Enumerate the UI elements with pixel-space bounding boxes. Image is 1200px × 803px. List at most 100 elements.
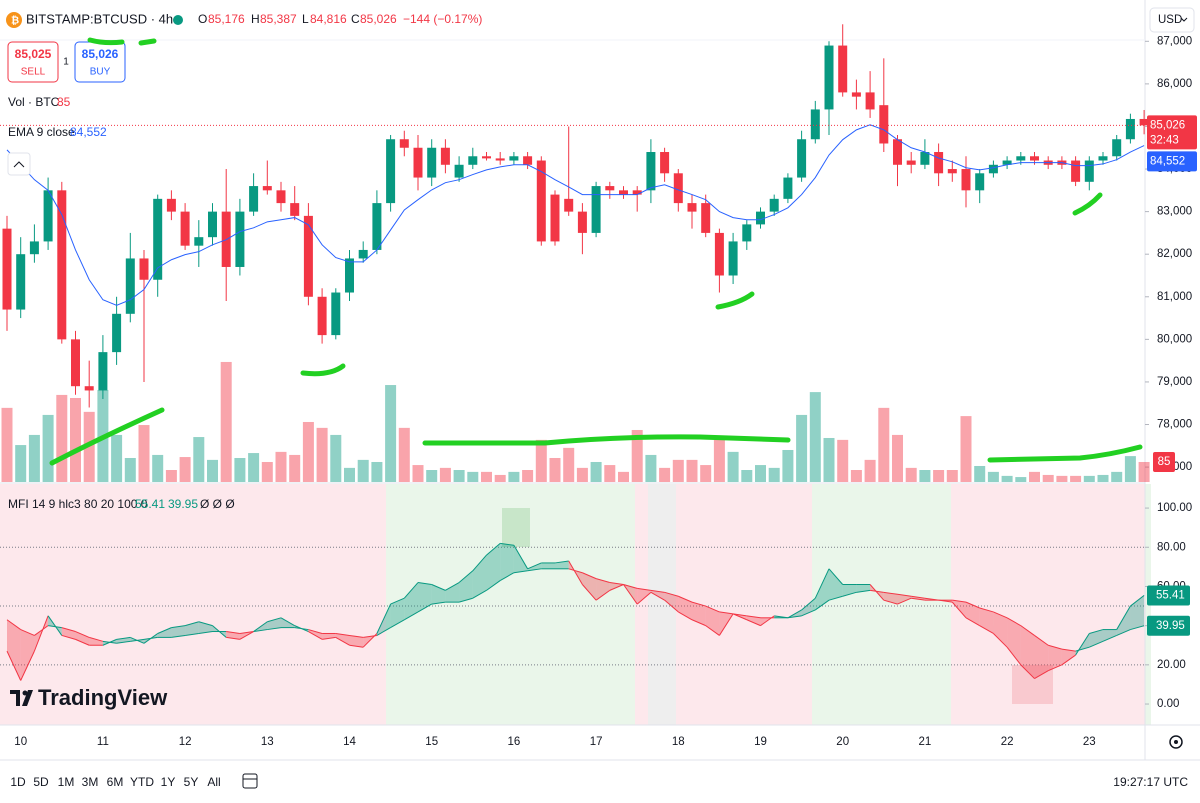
x-tick-label: 17 <box>590 736 603 748</box>
change: −144 (−0.17%) <box>403 12 482 26</box>
mfi-fill <box>445 582 460 603</box>
candle-body <box>728 241 738 276</box>
volume-bar <box>193 437 205 482</box>
volume-bar <box>645 454 657 482</box>
collapse-button[interactable] <box>7 152 31 176</box>
mfi-line <box>568 560 583 585</box>
signal-line <box>801 609 816 617</box>
mfi-line <box>335 636 350 646</box>
signal-line <box>116 640 131 644</box>
buy-price[interactable]: 85,026 <box>82 47 119 61</box>
mfi-fill <box>486 543 501 591</box>
buy-label[interactable]: BUY <box>90 67 111 78</box>
candle-body <box>769 198 779 212</box>
signal-line <box>924 597 939 601</box>
mfi-tag <box>1147 585 1190 606</box>
mfi-line <box>1006 646 1022 666</box>
mfi-line <box>828 568 844 585</box>
candle-body <box>564 198 574 212</box>
y-tick-label: 80.00 <box>1157 541 1186 553</box>
volume-bar <box>672 459 684 482</box>
mfi-background <box>0 484 1151 725</box>
signal-line <box>130 638 145 642</box>
candle-body <box>1139 118 1149 126</box>
candle-body <box>756 211 765 225</box>
currency-caret <box>1180 17 1188 22</box>
range-button[interactable]: 1Y <box>161 775 176 789</box>
volume-bar <box>426 469 438 482</box>
currency-button[interactable] <box>1149 7 1195 33</box>
range-button[interactable]: YTD <box>130 775 154 789</box>
volume-bar <box>261 461 273 482</box>
mfi-fill <box>1020 625 1035 679</box>
signal-line <box>1075 646 1090 652</box>
signal-line <box>1006 617 1022 627</box>
sell-button[interactable] <box>7 41 59 83</box>
settings-icon <box>1174 740 1178 744</box>
logo <box>10 690 33 706</box>
volume-bar <box>28 434 40 482</box>
volume-tag <box>1153 451 1175 472</box>
candle-body <box>1071 160 1081 182</box>
signal-line <box>349 634 364 638</box>
volume-bar <box>837 439 849 482</box>
volume-bar <box>960 416 972 482</box>
mfi-legend-extra: Ø Ø Ø <box>200 497 235 511</box>
mfi-line <box>376 603 392 634</box>
mfi-fill <box>61 627 76 640</box>
sell-price[interactable]: 85,025 <box>15 47 52 61</box>
sell-label[interactable]: SELL <box>21 67 46 78</box>
signal-line <box>883 591 898 595</box>
range-button[interactable]: All <box>207 775 220 789</box>
currency[interactable]: USD <box>1158 14 1182 26</box>
volume-bar <box>946 469 958 482</box>
candle-body <box>84 386 94 391</box>
volume-bar <box>727 451 739 482</box>
range-button[interactable]: 1M <box>58 775 75 789</box>
candle-body <box>797 139 807 178</box>
candle-body <box>619 190 628 195</box>
clock: 19:27:17 UTC <box>1113 775 1188 789</box>
mfi-legend: MFI 14 9 hlc3 80 20 100 0 <box>8 497 148 511</box>
range-button[interactable]: 6M <box>107 775 124 789</box>
volume-bar <box>70 397 81 482</box>
signal-line <box>458 597 473 603</box>
signal-line <box>390 619 405 629</box>
ohlc-key: C <box>351 12 360 26</box>
candle-body <box>180 211 190 246</box>
date-range-button[interactable] <box>242 773 258 789</box>
coin-icon-glyph: ₿ <box>11 15 19 27</box>
candle-body <box>112 313 122 353</box>
volume-bar <box>713 439 725 482</box>
mfi-fill <box>596 578 610 601</box>
volume-bar <box>576 467 588 482</box>
signal-line <box>185 632 199 636</box>
candle-body <box>1112 139 1122 157</box>
signal-line <box>719 611 734 615</box>
range-button[interactable]: 1D <box>10 775 26 789</box>
signal-line <box>870 589 884 593</box>
volume-bar <box>618 471 629 482</box>
signal-line <box>1089 640 1104 648</box>
y-tick-label: 80,000 <box>1157 333 1192 345</box>
settings-button[interactable] <box>1169 735 1183 749</box>
x-tick-label: 13 <box>261 736 274 748</box>
symbol[interactable]: BITSTAMP:BTCUSD · 4h <box>26 11 173 26</box>
candle-body <box>838 45 848 93</box>
mfi-line <box>951 601 967 619</box>
mfi-line <box>417 582 432 585</box>
volume-bar <box>124 457 136 482</box>
mfi-fill <box>637 588 651 605</box>
x-tick-label: 10 <box>14 736 27 748</box>
mfi-line <box>993 633 1008 648</box>
range-button[interactable]: 3M <box>82 775 99 789</box>
price-tag-countdown: 32:43 <box>1150 134 1179 146</box>
range-button[interactable]: 5D <box>33 775 49 789</box>
range-button[interactable]: 5Y <box>184 775 199 789</box>
signal-line <box>376 627 391 636</box>
ohlc-value: 84,816 <box>310 12 347 26</box>
mfi-line <box>965 617 980 627</box>
signal-line <box>979 607 994 613</box>
signal-line <box>198 631 213 634</box>
volume-bar <box>892 434 903 482</box>
